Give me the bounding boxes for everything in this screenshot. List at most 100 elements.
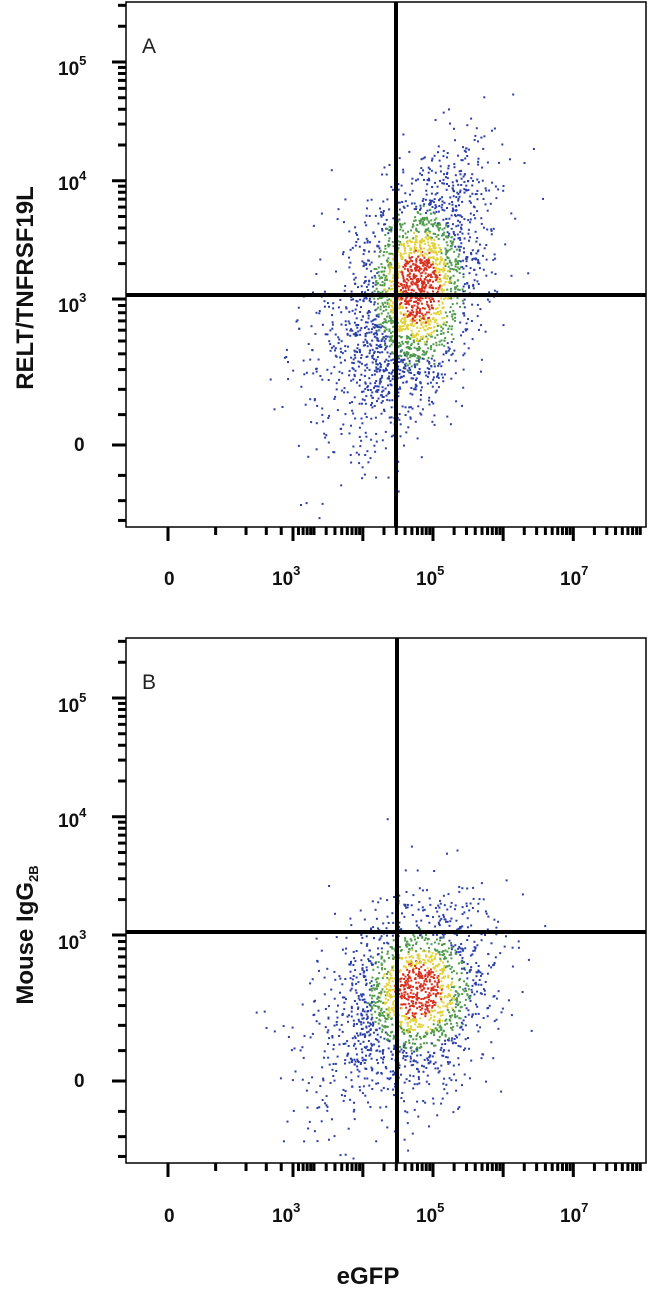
- event-point-a-875: [363, 297, 366, 300]
- event-point-b-1759: [421, 1007, 423, 1010]
- event-point-b-1422: [420, 1026, 423, 1029]
- event-point-a-1261: [446, 231, 449, 234]
- event-point-a-1241: [384, 335, 387, 338]
- event-point-a-477: [360, 356, 363, 359]
- event-point-a-641: [411, 393, 414, 396]
- event-point-b-1412: [400, 1020, 403, 1023]
- event-point-a-585: [428, 396, 431, 399]
- event-point-a-2229: [436, 276, 439, 279]
- event-point-a-1780: [416, 337, 418, 340]
- event-point-b-300: [340, 1023, 343, 1026]
- event-point-b-622: [471, 953, 474, 956]
- event-point-a-930: [373, 335, 376, 338]
- event-point-a-2293: [405, 262, 408, 265]
- event-point-b-818: [383, 942, 386, 945]
- event-point-b-436: [366, 1049, 369, 1051]
- event-point-a-1231: [459, 266, 462, 269]
- event-point-b-557: [445, 920, 447, 923]
- event-point-a-333: [339, 298, 342, 301]
- event-point-a-553: [354, 244, 357, 247]
- event-point-b-709: [442, 1050, 445, 1053]
- event-point-a-1422: [425, 352, 428, 355]
- event-point-b-842: [370, 962, 373, 965]
- event-point-a-530: [452, 184, 455, 187]
- event-point-a-1823: [422, 335, 425, 338]
- event-point-b-705: [471, 1013, 474, 1016]
- event-point-a-1236: [448, 232, 451, 235]
- event-point-b-69: [530, 1029, 533, 1032]
- event-point-a-414: [376, 390, 379, 393]
- event-point-a-167: [328, 340, 331, 343]
- event-point-a-330: [414, 420, 417, 423]
- event-point-a-733: [474, 258, 477, 261]
- event-point-b-907: [432, 934, 435, 936]
- event-point-a-1253: [375, 268, 378, 271]
- event-point-b-1083: [380, 962, 383, 965]
- event-point-a-354: [364, 381, 367, 384]
- event-point-b-863: [441, 936, 444, 939]
- event-point-a-101: [314, 332, 317, 335]
- event-point-a-213: [331, 327, 334, 330]
- event-point-b-109: [311, 978, 314, 981]
- event-point-a-1080: [447, 349, 450, 352]
- event-point-b-132: [485, 1080, 487, 1083]
- event-point-b-1169: [391, 954, 394, 957]
- event-point-b-497: [401, 912, 403, 915]
- event-point-a-2350: [415, 259, 418, 261]
- event-point-a-2305: [400, 289, 403, 291]
- event-point-a-1281: [422, 358, 425, 360]
- event-point-a-1063: [380, 339, 383, 342]
- event-point-a-1522: [419, 222, 421, 225]
- event-point-b-207: [366, 1077, 369, 1080]
- event-point-b-651: [357, 981, 360, 984]
- event-point-b-414: [452, 1064, 455, 1067]
- event-point-a-1134: [391, 352, 394, 355]
- event-point-b-66: [303, 1034, 306, 1037]
- event-point-a-1668: [385, 275, 388, 278]
- event-point-a-599: [457, 197, 460, 200]
- event-point-b-566: [425, 914, 428, 917]
- event-point-a-742: [469, 236, 471, 239]
- event-point-a-2063: [404, 319, 407, 322]
- event-point-b-503: [462, 1049, 465, 1052]
- event-point-a-1871: [411, 333, 414, 336]
- event-point-a-1036: [368, 279, 371, 282]
- event-point-b-1257: [392, 958, 395, 960]
- event-point-a-573: [447, 185, 450, 187]
- event-point-a-203: [466, 155, 469, 157]
- event-point-a-704: [410, 182, 413, 185]
- event-point-a-2066: [429, 320, 432, 323]
- event-point-a-760: [370, 344, 373, 347]
- event-point-a-617: [427, 177, 430, 180]
- event-point-b-311: [388, 1078, 391, 1081]
- event-point-b-1749: [428, 1004, 431, 1007]
- event-point-b-19: [320, 1120, 323, 1123]
- event-point-b-15: [263, 1010, 266, 1013]
- event-point-a-522: [368, 368, 371, 371]
- event-point-a-1075: [408, 367, 411, 369]
- event-point-a-2251: [398, 283, 401, 286]
- event-point-b-1133: [456, 1004, 459, 1007]
- event-point-b-218: [386, 1088, 389, 1091]
- event-point-b-1767: [432, 992, 435, 995]
- event-point-a-16: [285, 356, 288, 358]
- event-point-a-833: [371, 339, 374, 342]
- event-point-b-270: [500, 1011, 503, 1014]
- event-point-a-157: [333, 366, 336, 369]
- event-point-b-1365: [392, 965, 395, 968]
- event-point-b-1217: [446, 960, 449, 963]
- event-point-a-1454: [448, 325, 451, 328]
- event-point-b-1216: [434, 949, 437, 952]
- event-point-a-199: [364, 412, 367, 415]
- event-point-a-2289: [423, 256, 426, 259]
- event-point-a-666: [391, 188, 394, 191]
- event-point-a-474: [374, 382, 377, 385]
- event-point-b-1115: [376, 1001, 379, 1003]
- event-point-a-1061: [398, 208, 401, 211]
- event-point-b-1468: [392, 1009, 395, 1012]
- event-point-a-1240: [377, 315, 380, 318]
- event-point-b-1805: [430, 988, 433, 991]
- event-point-a-90: [483, 135, 486, 138]
- event-point-b-219: [371, 1079, 374, 1082]
- event-point-b-1161: [437, 1030, 440, 1033]
